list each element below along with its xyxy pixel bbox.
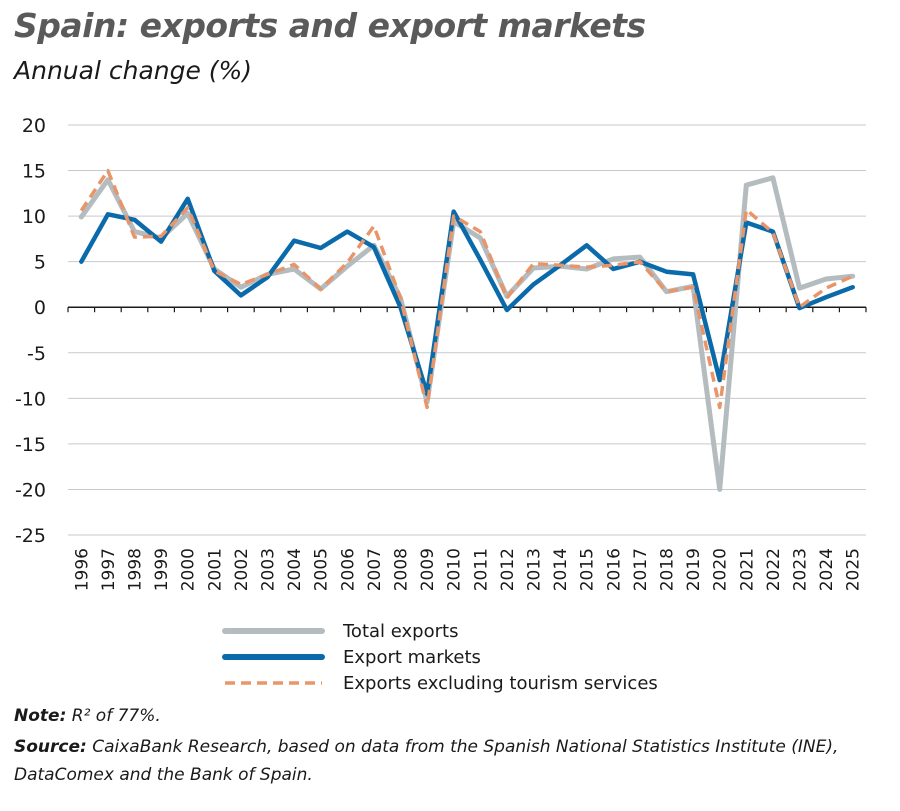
gridlines	[68, 124, 866, 536]
x-tick-label: 2008	[392, 548, 412, 591]
x-tick-label: 2020	[711, 548, 731, 591]
x-tick-label: 2025	[844, 548, 864, 591]
x-tick-label: 1997	[99, 548, 119, 591]
note-text: R² of 77%.	[71, 706, 161, 726]
x-tick-label: 2017	[631, 548, 651, 591]
note: Note: R² of 77%.	[14, 706, 161, 726]
chart-subtitle: Annual change (%)	[14, 56, 253, 85]
x-tick-label: 1996	[72, 548, 92, 591]
series-lines	[78, 168, 856, 492]
chart-title: Spain: exports and export markets	[14, 6, 646, 45]
x-tick-label: 2006	[338, 548, 358, 591]
y-tick-label: 20	[22, 115, 46, 137]
x-tick-label: 2022	[764, 548, 784, 591]
legend-label: Export markets	[343, 647, 481, 668]
source-text: CaixaBank Research, based on data from t…	[92, 737, 839, 757]
x-tick-label: 2001	[205, 548, 225, 591]
x-tick-label: 2021	[737, 548, 757, 591]
x-tick-label: 1998	[126, 548, 146, 591]
y-tick-label: -5	[27, 343, 46, 365]
x-tick-label: 2005	[312, 548, 332, 591]
series-line-exports-excluding-tourism-services	[79, 168, 854, 410]
x-tick-label: 2010	[445, 548, 465, 591]
y-axis-ticks: 20 15 10 5 0 -5 -10 -15 -20 -25	[15, 115, 46, 547]
legend: Total exports Export markets Exports exclu…	[222, 621, 658, 694]
note-label: Note:	[14, 706, 67, 726]
source-label: Source:	[14, 737, 87, 757]
x-tick-label: 2015	[578, 548, 598, 591]
x-tick-label: 2014	[551, 548, 571, 591]
y-tick-label: -15	[15, 434, 46, 456]
legend-label: Total exports	[342, 621, 458, 642]
y-tick-label: 0	[34, 297, 46, 319]
y-tick-label: -25	[15, 525, 46, 547]
x-tick-label: 2018	[658, 548, 678, 591]
x-tick-label: 2009	[418, 548, 438, 591]
x-axis	[67, 306, 867, 313]
y-tick-label: 5	[34, 252, 46, 274]
source-continued: DataComex and the Bank of Spain.	[14, 765, 313, 785]
y-tick-label: 15	[22, 161, 46, 183]
y-tick-label: -20	[15, 479, 46, 501]
x-tick-label: 2004	[285, 548, 305, 591]
x-tick-label: 2012	[498, 548, 518, 591]
y-tick-label: 10	[22, 206, 46, 228]
legend-label: Exports excluding tourism services	[343, 673, 658, 694]
x-tick-label: 2016	[604, 548, 624, 591]
x-tick-label: 2002	[232, 548, 252, 591]
x-tick-label: 2003	[259, 548, 279, 591]
x-tick-label: 2007	[365, 548, 385, 591]
source: Source: CaixaBank Research, based on dat…	[14, 737, 838, 757]
x-tick-label: 2024	[817, 548, 837, 591]
x-tick-label: 1999	[152, 548, 172, 591]
x-tick-label: 2011	[471, 548, 491, 591]
y-tick-label: -10	[15, 388, 46, 410]
x-tick-label: 2013	[525, 548, 545, 591]
x-tick-label: 2019	[684, 548, 704, 591]
x-axis-ticks: 1996 1997 1998 1999 2000 2001 2002 2003 2004 2005…	[72, 548, 863, 591]
x-tick-label: 2023	[791, 548, 811, 591]
x-tick-label: 2000	[179, 548, 199, 591]
